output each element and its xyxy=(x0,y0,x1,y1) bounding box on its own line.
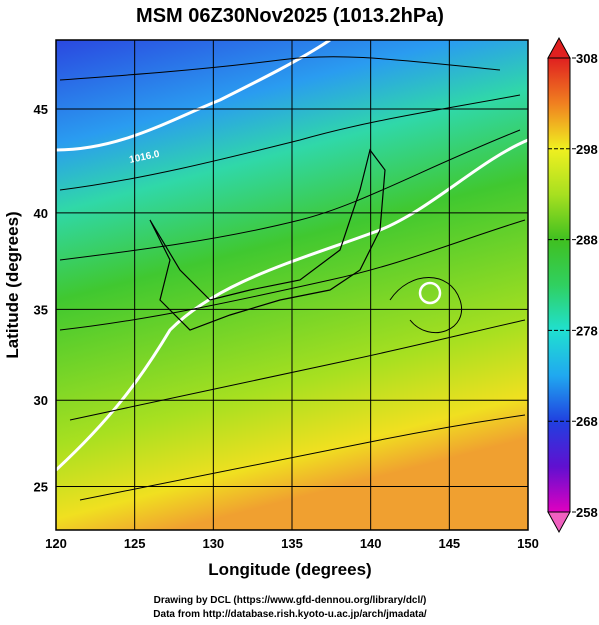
x-tick-label: 135 xyxy=(281,536,303,551)
colorbar-tick-label: 288 xyxy=(576,233,598,248)
isobar xyxy=(418,281,442,305)
x-tick-label: 125 xyxy=(124,536,146,551)
colorbar-bottom-extension xyxy=(547,511,571,534)
colorbar-tick-label: 278 xyxy=(576,323,598,338)
x-tick-label: 130 xyxy=(202,536,224,551)
colorbar-tick-label: 308 xyxy=(576,51,598,66)
colorbar-tick-label: 258 xyxy=(576,505,598,520)
colorbar-tick-label: 268 xyxy=(576,414,598,429)
colorbar xyxy=(547,57,571,513)
colorbar-tick-label: 298 xyxy=(576,142,598,157)
y-tick-label: 30 xyxy=(34,393,48,408)
y-tick-label: 40 xyxy=(34,206,48,221)
x-tick-label: 145 xyxy=(438,536,460,551)
colorbar-top-extension xyxy=(547,36,571,59)
y-tick-label: 35 xyxy=(34,302,48,317)
x-tick-label: 140 xyxy=(360,536,382,551)
coastline xyxy=(149,148,386,331)
isobar xyxy=(56,40,528,472)
credit-line: Drawing by DCL (https://www.gfd-dennou.o… xyxy=(154,595,427,606)
y-tick-label: 25 xyxy=(34,480,48,495)
x-axis-label: Longitude (degrees) xyxy=(208,560,371,579)
x-tick-label: 120 xyxy=(45,536,67,551)
title: MSM 06Z30Nov2025 (1013.2hPa) xyxy=(136,5,444,27)
y-tick-label: 45 xyxy=(34,102,48,117)
x-tick-label: 150 xyxy=(517,536,539,551)
y-axis-label: Latitude (degrees) xyxy=(3,211,22,358)
credit-line: Data from http://database.rish.kyoto-u.a… xyxy=(153,609,427,620)
